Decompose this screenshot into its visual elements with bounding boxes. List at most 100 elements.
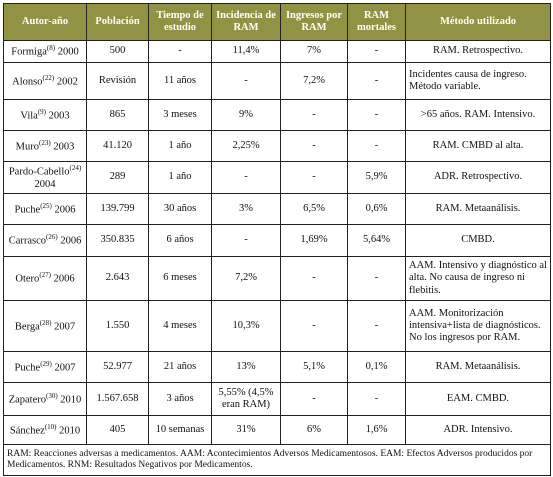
table-cell: 4 meses (148, 300, 212, 352)
table-cell: 6% (280, 415, 348, 445)
table-row: Carrasco(26) 2006 350.835 6 años -1,69% 5,64… (3, 224, 551, 257)
table-cell: 3 meses (148, 99, 212, 131)
table-cell: 5,55% (4,5% eran RAM) (211, 382, 281, 416)
table-cell: - (280, 382, 348, 416)
table-cell: - (280, 161, 348, 194)
table-cell: - (280, 256, 348, 301)
author-ref: (26) (46, 233, 58, 242)
author-name: Berga (14, 321, 40, 333)
author-cell: Sánchez(10) 2010 (3, 415, 87, 445)
table-cell: - (280, 300, 348, 352)
table-row: Pardo-Cabello(24) 2004 289 1 año - -5,9% ADR. … (3, 161, 551, 194)
table-cell: 1.550 (86, 300, 149, 352)
table-row: Puche(25) 2006 139.799 30 años 3% 6,5% 0,6% RA… (3, 193, 551, 225)
author-year: 2010 (59, 425, 81, 437)
table-row: Puche(29) 2007 52.977 21 años 13% 5,1% 0,1% RA… (3, 351, 551, 383)
author-cell: Puche(29) 2007 (3, 351, 87, 383)
table-cell: AAM. Intensivo y diagnóstico al alta. No… (405, 256, 551, 301)
table-cell: 5,1% (280, 351, 348, 383)
table-cell: RAM. CMBD al alta. (405, 130, 551, 162)
header-cell: Método utilizado (405, 3, 551, 41)
author-cell: Carrasco(26) 2006 (3, 224, 87, 257)
author-year: 2010 (60, 394, 82, 406)
table-cell: 5,64% (347, 224, 406, 257)
author-ref: (27) (39, 271, 51, 280)
author-ref: (9) (37, 107, 46, 116)
table-body: Formiga(8) 2000 500-11,4% 7% - RAM. Retrospe… (3, 40, 551, 476)
table-cell: 11 años (148, 62, 212, 100)
table-cell: >65 años. RAM. Intensivo. (405, 99, 551, 131)
table-cell: 11,4% (211, 40, 281, 63)
table-row: Alonso(22) 2002 Revisión 11 años -7,2% - Inci… (3, 62, 551, 100)
table-cell: RAM. Metaanálisis. (405, 351, 551, 383)
table-cell: - (211, 62, 281, 100)
author-name: Otero (15, 273, 40, 285)
table-cell: 31% (211, 415, 281, 445)
table-cell: Revisión (86, 62, 149, 100)
table-cell: - (347, 256, 406, 301)
table-row: Vila(9) 2003 865 3 meses 9% - - >65 años. RAM.… (3, 99, 551, 131)
table-cell: 5,9% (347, 161, 406, 194)
author-ref: (30) (46, 391, 58, 400)
table-cell: - (347, 382, 406, 416)
table-cell: 1,69% (280, 224, 348, 257)
header-cell: Ingresos por RAM (280, 3, 348, 41)
author-year: 2003 (48, 110, 70, 122)
author-ref: (25) (40, 201, 52, 210)
author-cell: Formiga(8) 2000 (3, 40, 87, 63)
table-cell: 1.567.658 (86, 382, 149, 416)
table-cell: 0,1% (347, 351, 406, 383)
table-cell: EAM. CMBD. (405, 382, 551, 416)
table-cell: 0,6% (347, 193, 406, 225)
header-cell: Población (86, 3, 149, 41)
table-cell: RAM. Metaanálisis. (405, 193, 551, 225)
table-cell: 9% (211, 99, 281, 131)
table-cell: 30 años (148, 193, 212, 225)
author-cell: Puche(25) 2006 (3, 193, 87, 225)
table-cell: 1 año (148, 130, 212, 162)
table-cell: - (347, 99, 406, 131)
author-cell: Vila(9) 2003 (3, 99, 87, 131)
table-cell: - (280, 130, 348, 162)
table-cell: - (347, 62, 406, 100)
author-ref: (24) (69, 164, 82, 173)
author-year: 2003 (53, 141, 75, 153)
author-name: Vila (20, 110, 38, 122)
table-cell: 6,5% (280, 193, 348, 225)
author-name: Muro (15, 141, 40, 153)
table-row: Otero(27) 2006 2.643 6 meses 7,2% - - AAM. Int… (3, 256, 551, 301)
table-cell: - (211, 224, 281, 257)
author-name: Formiga (11, 46, 47, 58)
author-ref: (29) (40, 359, 52, 368)
table-cell: - (347, 40, 406, 63)
author-name: Pardo-Cabello (8, 166, 70, 178)
author-ref: (10) (44, 422, 57, 431)
header-cell: Tiempo de estudio (148, 3, 212, 41)
author-name: Puche (14, 362, 41, 374)
table-cell: - (148, 40, 212, 63)
author-year: 2007 (54, 362, 76, 374)
table-cell: 139.799 (86, 193, 149, 225)
header-cell: RAM mortales (347, 3, 406, 41)
table-cell: 6 meses (148, 256, 212, 301)
author-year: 2006 (60, 235, 82, 247)
table-cell: 13% (211, 351, 281, 383)
table-cell: Incidentes causa de ingreso. Método vari… (405, 62, 551, 100)
table-row: Muro(23) 2003 41.120 1 año 2,25% - - RAM. CMBD… (3, 130, 551, 162)
table-cell: - (211, 161, 281, 194)
table-cell: 10 semanas (148, 415, 212, 445)
table-cell: ADR. Retrospectivo. (405, 161, 551, 194)
table-cell: 10,3% (211, 300, 281, 352)
author-year: 2002 (56, 76, 78, 88)
table-cell: 2,25% (211, 130, 281, 162)
author-name: Sánchez (9, 425, 45, 437)
table-cell: 289 (86, 161, 149, 194)
table-cell: - (347, 130, 406, 162)
table-cell: 405 (86, 415, 149, 445)
header-row: Autor-año Población Tiempo de estudio Incid… (3, 3, 551, 41)
author-year: 2006 (53, 273, 75, 285)
author-cell: Otero(27) 2006 (3, 256, 87, 301)
table-row: Zapatero(30) 2010 1.567.658 3 años 5,55% (4… (3, 382, 551, 416)
data-table: Autor-año Población Tiempo de estudio Incid… (3, 3, 551, 476)
author-name: Alonso (12, 76, 43, 88)
